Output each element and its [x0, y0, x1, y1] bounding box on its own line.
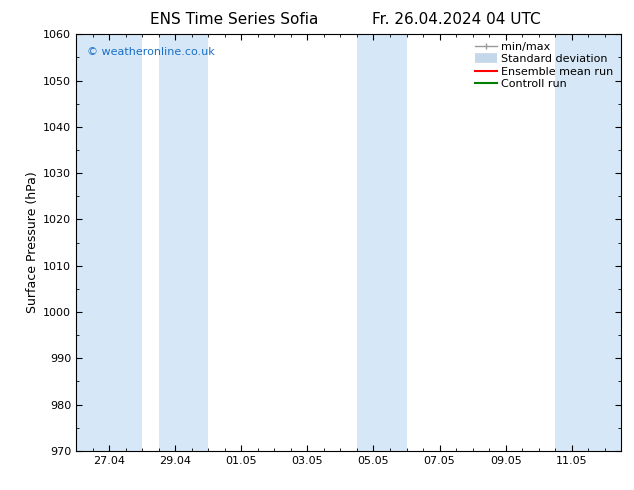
Text: © weatheronline.co.uk: © weatheronline.co.uk: [87, 47, 215, 57]
Text: Fr. 26.04.2024 04 UTC: Fr. 26.04.2024 04 UTC: [372, 12, 541, 27]
Bar: [357, 34, 406, 451]
Y-axis label: Surface Pressure (hPa): Surface Pressure (hPa): [26, 172, 39, 314]
Bar: [76, 34, 142, 451]
Bar: [555, 34, 621, 451]
Legend: min/max, Standard deviation, Ensemble mean run, Controll run: min/max, Standard deviation, Ensemble me…: [472, 40, 616, 91]
Bar: [158, 34, 208, 451]
Text: ENS Time Series Sofia: ENS Time Series Sofia: [150, 12, 319, 27]
